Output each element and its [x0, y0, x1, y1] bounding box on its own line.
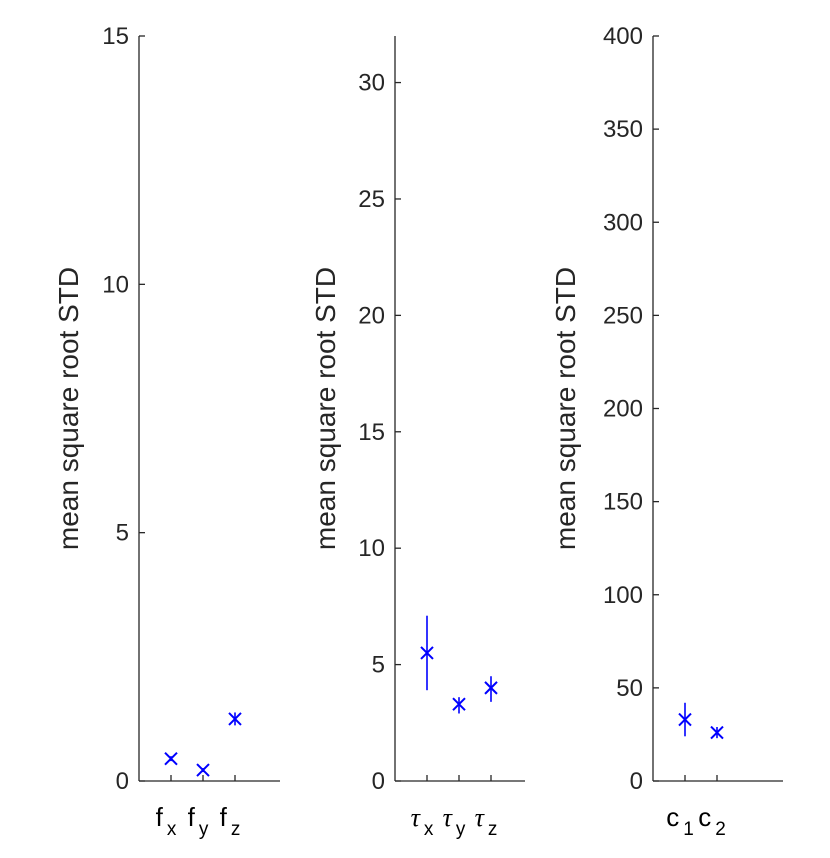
x-tick-label-sub: 2 [715, 819, 726, 840]
y-tick-label: 250 [603, 302, 643, 329]
x-tick-label-sub: y [199, 819, 209, 840]
data-point [710, 725, 724, 740]
y-tick-label: 400 [603, 23, 643, 50]
data-point-stroke [420, 646, 434, 660]
y-tick-label: 0 [116, 768, 129, 795]
y-tick-label: 200 [603, 396, 643, 423]
x-tick-label-main: c [698, 802, 711, 832]
x-tick-label-main: f [220, 802, 228, 832]
y-axis-title: mean square root STD [550, 267, 581, 550]
x-tick-label-main: f [188, 802, 196, 832]
data-point-stroke [452, 697, 466, 711]
data-point-stroke [196, 763, 210, 777]
data-point [164, 751, 178, 766]
x-tick-label-main: τ [411, 803, 422, 832]
y-tick-label: 10 [358, 535, 385, 562]
y-tick-label: 30 [358, 70, 385, 97]
y-tick-label: 50 [616, 675, 643, 702]
x-tick-label-main: τ [443, 803, 454, 832]
data-point-stroke [710, 725, 724, 740]
y-tick-label: 150 [603, 489, 643, 516]
y-tick-label: 5 [116, 520, 129, 547]
data-point-stroke [678, 712, 692, 727]
y-tick-label: 5 [372, 652, 385, 679]
x-tick-label-sub: x [167, 819, 177, 840]
y-tick-label: 10 [102, 271, 129, 298]
x-tick-label-main: τ [475, 803, 486, 832]
x-tick-label-main: c [666, 802, 679, 832]
data-point-stroke [228, 712, 242, 726]
data-point [196, 763, 210, 777]
y-tick-label: 350 [603, 116, 643, 143]
data-point [678, 712, 692, 727]
y-tick-label: 15 [102, 23, 129, 50]
x-tick-label-sub: z [231, 819, 241, 840]
x-tick-label-sub: 1 [683, 819, 694, 840]
data-point [420, 646, 434, 660]
y-tick-label: 15 [358, 419, 385, 446]
data-point [228, 712, 242, 726]
y-tick-label: 300 [603, 209, 643, 236]
data-point [452, 697, 466, 711]
y-axis-title: mean square root STD [53, 267, 84, 550]
y-tick-label: 0 [630, 768, 643, 795]
x-tick-label-sub: x [424, 819, 434, 840]
y-tick-label: 25 [358, 186, 385, 213]
y-tick-label: 100 [603, 582, 643, 609]
data-point [484, 681, 498, 695]
data-point-stroke [164, 751, 178, 766]
y-tick-label: 20 [358, 302, 385, 329]
data-point-stroke [484, 681, 498, 695]
chart-panel-3: 0 50 100 150 200 250 300 350 400 mean square root… [550, 23, 783, 840]
y-tick-label: 0 [372, 768, 385, 795]
y-axis-title: mean square root STD [310, 267, 341, 550]
x-tick-label-sub: z [488, 819, 498, 840]
x-tick-label-sub: y [456, 819, 466, 840]
x-tick-label-main: f [156, 802, 164, 832]
